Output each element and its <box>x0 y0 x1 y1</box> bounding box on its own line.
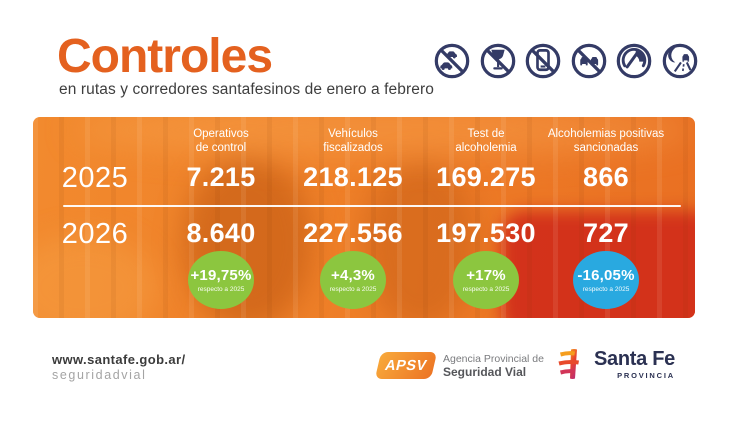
column-header: Alcoholemias positivas sancionadas <box>547 128 665 155</box>
stats-table: Operativos de control Vehículos fiscaliz… <box>33 117 695 318</box>
change-badge: -16,05% respecto a 2025 <box>573 251 639 309</box>
page-subtitle: en rutas y corredores santafesinos de en… <box>59 81 434 98</box>
apsv-agency-name: Seguridad Vial <box>443 364 527 379</box>
table-row-2025: 2025 7.215 218.125 169.275 866 <box>33 162 661 195</box>
column-header: Vehículos fiscalizados <box>323 128 383 155</box>
prohibition-icon-row <box>433 42 699 80</box>
santafe-logo: Santa Fe PROVINCIA <box>558 348 675 380</box>
no-racing-icon <box>571 43 606 79</box>
page-title: Controles <box>57 30 273 83</box>
santafe-provincia: PROVINCIA <box>617 371 675 380</box>
value-cell: 227.556 <box>303 218 403 248</box>
value-cell: 866 <box>583 162 629 192</box>
website-url: www.santafe.gob.ar/ seguridadvial <box>52 352 186 382</box>
santafe-logo-mark <box>558 349 579 379</box>
change-badge: +4,3% respecto a 2025 <box>320 251 386 309</box>
santafe-name: Santa Fe <box>594 348 675 370</box>
speed-control-icon <box>616 43 652 79</box>
change-badge: +17% respecto a 2025 <box>453 251 519 309</box>
no-alcohol-icon <box>480 43 515 79</box>
value-cell: 218.125 <box>303 162 403 192</box>
apsv-logo: APSV Agencia Provincial de Seguridad Via… <box>374 352 544 379</box>
column-header: Test de alcoholemia <box>455 128 517 155</box>
night-driving-icon <box>662 43 697 79</box>
year-label: 2026 <box>61 218 129 250</box>
value-cell: 7.215 <box>186 162 256 192</box>
change-badge-row: +19,75% respecto a 2025 +4,3% respecto a… <box>33 251 661 309</box>
no-phone-icon <box>525 43 561 79</box>
stats-panel: Operativos de control Vehículos fiscaliz… <box>33 117 695 318</box>
column-header: Operativos de control <box>193 128 249 155</box>
change-badge: +19,75% respecto a 2025 <box>188 251 254 309</box>
value-cell: 8.640 <box>186 218 256 248</box>
apsv-agency-line: Agencia Provincial de <box>443 352 544 365</box>
row-divider <box>63 205 681 207</box>
value-cell: 197.530 <box>436 218 536 248</box>
table-row-2026: 2026 8.640 227.556 197.530 727 <box>33 218 661 251</box>
value-cell: 727 <box>583 218 629 248</box>
apsv-logo-mark: APSV <box>374 352 438 379</box>
no-crash-icon <box>434 43 470 79</box>
year-label: 2025 <box>61 162 129 194</box>
value-cell: 169.275 <box>436 162 536 192</box>
column-header-row: Operativos de control Vehículos fiscaliz… <box>33 127 665 156</box>
